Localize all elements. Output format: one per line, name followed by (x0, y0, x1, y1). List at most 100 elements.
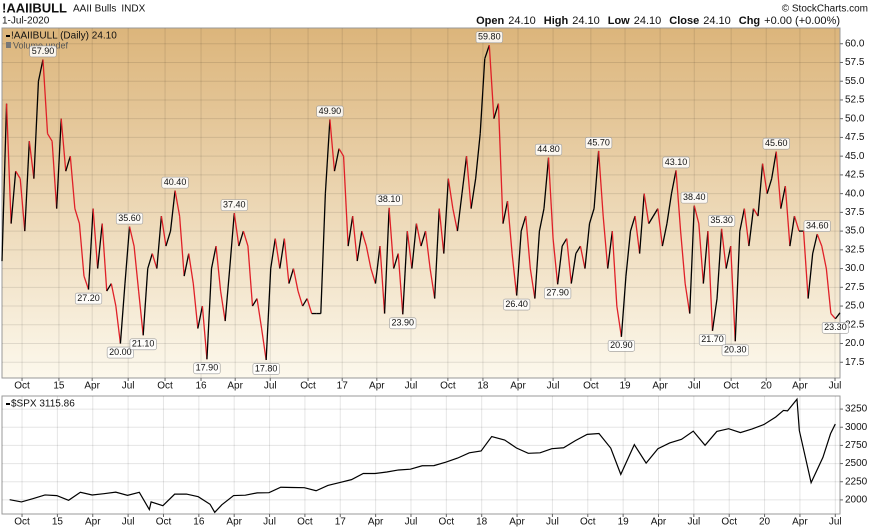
y-tick-label: 25.0 (845, 301, 865, 312)
line-segment (133, 246, 140, 292)
line-segment (352, 216, 358, 262)
line-segment (115, 305, 122, 344)
x-tick-label: 19 (619, 381, 631, 392)
line-segment (274, 238, 281, 269)
line-segment (397, 253, 404, 315)
x-tick-label: 16 (195, 381, 207, 392)
annotation-box (29, 45, 57, 58)
line-segment (160, 216, 167, 247)
line-segment (15, 170, 21, 179)
line-segment (142, 268, 149, 336)
line-segment (661, 223, 668, 247)
annotation-label: 43.10 (665, 157, 688, 167)
line-segment (297, 290, 304, 307)
annotation-label: 17.80 (255, 363, 278, 373)
y-tick-label: 30.0 (845, 263, 865, 274)
annotation: 35.30 (708, 215, 736, 227)
line-segment (802, 231, 809, 299)
line-segment (465, 156, 472, 209)
line-segment (552, 238, 559, 285)
line-segment (229, 213, 235, 269)
annotation-box (708, 215, 736, 227)
line-segment (739, 208, 745, 232)
x-tick-label: Oct (721, 517, 737, 528)
line-segment (379, 246, 386, 314)
annotation: 26.40 (503, 298, 531, 311)
line-segment (101, 223, 108, 292)
line-segment (128, 226, 135, 247)
y-tick-label: 2500 (845, 458, 868, 469)
annotation: 38.40 (680, 191, 708, 204)
annotation-label: 23.90 (392, 318, 415, 328)
y-tick-label: 20.0 (845, 338, 865, 349)
y-tick-label: 45.0 (845, 151, 865, 162)
line-segment (174, 190, 181, 217)
x-tick-label: 16 (193, 517, 205, 528)
x-tick-label: Apr (368, 517, 384, 528)
line-segment (1, 103, 8, 262)
line-segment (393, 253, 399, 269)
annotation: 38.10 (375, 194, 403, 206)
annotation-box (544, 287, 572, 300)
line-segment (333, 148, 340, 172)
x-tick-label: Oct (440, 381, 456, 392)
annotation-label: 45.60 (765, 138, 788, 148)
annotation-box (129, 338, 157, 351)
line-segment (279, 238, 286, 269)
line-segment (60, 118, 67, 172)
x-tick-label: Oct (300, 381, 316, 392)
annotation-label: 23.30 (824, 322, 847, 332)
annotation-box (607, 339, 635, 352)
annotation-box (475, 31, 503, 44)
line-segment (83, 275, 90, 290)
annotation-label: 17.90 (196, 363, 219, 373)
x-tick-label: Apr (369, 381, 385, 392)
annotation-box (220, 199, 248, 211)
line-segment (679, 231, 686, 284)
date: 1-Jul-2020 (2, 16, 50, 27)
line-segment (452, 208, 459, 232)
annotation-box (662, 156, 690, 169)
line-segment (74, 208, 81, 224)
x-tick-label: Apr (227, 381, 243, 392)
x-tick-label: 20 (759, 517, 771, 528)
line-segment (648, 215, 654, 224)
y-tick-label: 3250 (845, 404, 868, 415)
annotation: 43.10 (662, 156, 690, 169)
line-segment (288, 268, 295, 284)
quote-value: +0.00 (+0.00%) (764, 15, 840, 27)
line-segment (206, 268, 213, 360)
x-tick-label: Apr (652, 381, 668, 392)
line-segment (265, 268, 272, 361)
line-segment (725, 245, 732, 269)
line-segment (338, 148, 345, 157)
line-segment (716, 228, 723, 299)
y-tick-label: 2750 (845, 440, 868, 451)
line-segment (178, 216, 185, 277)
line-segment (620, 276, 627, 337)
line-segment (192, 283, 199, 329)
annotation-box (106, 346, 134, 359)
line-segment (374, 246, 381, 284)
annotation: 27.90 (544, 287, 572, 300)
y-tick-label: 55.0 (845, 76, 865, 87)
line-segment (780, 186, 786, 209)
line-segment (65, 155, 71, 172)
line-segment (137, 290, 144, 336)
x-tick-label: 20 (761, 381, 773, 392)
line-segment (529, 268, 536, 299)
quote-value: 24.10 (508, 15, 536, 27)
quote-value: 24.10 (634, 15, 662, 27)
line-segment (789, 216, 796, 247)
y-tick-label: 50.0 (845, 113, 865, 124)
line-segment (775, 151, 782, 209)
line-segment (816, 233, 823, 247)
annotation: 21.10 (129, 338, 157, 351)
line-segment (470, 178, 477, 209)
line-segment (329, 119, 336, 172)
line-segment (270, 238, 276, 269)
x-tick-label: 15 (53, 381, 65, 392)
x-tick-label: Apr (792, 381, 808, 392)
line-segment (424, 231, 431, 269)
